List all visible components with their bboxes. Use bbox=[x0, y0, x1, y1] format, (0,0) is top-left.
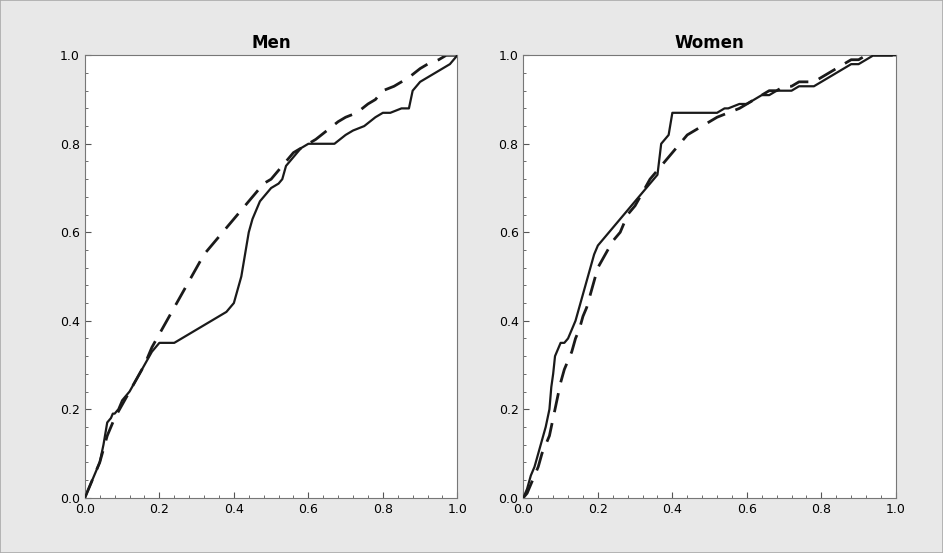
Title: Women: Women bbox=[675, 34, 744, 53]
Title: Men: Men bbox=[251, 34, 291, 53]
